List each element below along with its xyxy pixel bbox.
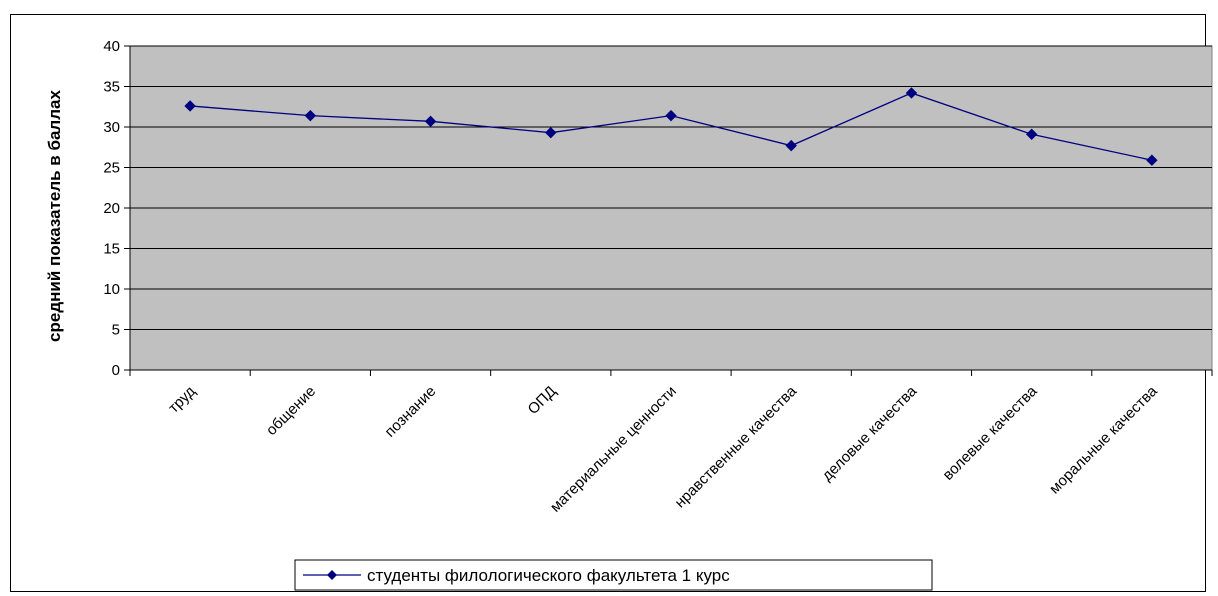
axes xyxy=(124,45,1213,376)
x-tick-label: общение xyxy=(263,383,319,439)
data-point xyxy=(545,126,557,139)
y-tick-label: 15 xyxy=(103,241,120,258)
data-point xyxy=(304,109,317,122)
x-tick-label: ОПД xyxy=(525,383,560,418)
x-tick-label: деловые качества xyxy=(819,382,921,484)
x-tick-label: труд xyxy=(165,383,199,417)
data-point xyxy=(1146,154,1158,166)
x-tick-label: материальные ценности xyxy=(547,383,680,516)
data-point xyxy=(785,139,797,152)
data-points xyxy=(184,87,1158,166)
y-tick-label: 5 xyxy=(112,322,120,339)
legend: студенты филологического факультета 1 ку… xyxy=(294,559,933,591)
x-tick-label: волевые качества xyxy=(940,382,1041,483)
gridlines xyxy=(130,45,1212,330)
data-point xyxy=(665,109,677,122)
x-tick-label: познание xyxy=(382,383,440,441)
legend-entry: студенты филологического факультета 1 ку… xyxy=(367,566,730,585)
y-tick-label: 10 xyxy=(103,281,120,298)
data-point xyxy=(1025,128,1038,140)
legend-box xyxy=(294,559,933,591)
data-point xyxy=(184,100,196,112)
y-tick-label: 35 xyxy=(103,79,120,96)
data-point xyxy=(905,87,918,99)
y-tick-labels: 0 5 10 15 20 25 30 35 40 xyxy=(103,38,120,379)
y-axis-title: средний показатель в баллах xyxy=(45,90,64,342)
data-point xyxy=(424,115,437,128)
y-tick-label: 20 xyxy=(103,200,120,217)
x-tick-label: нравственные качества xyxy=(672,382,801,511)
y-tick-label: 30 xyxy=(103,119,120,136)
y-tick-label: 0 xyxy=(112,362,120,379)
x-tick-label: моральные качества xyxy=(1046,382,1161,497)
legend-marker xyxy=(327,570,337,580)
y-tick-label: 25 xyxy=(103,160,120,177)
y-tick-label: 40 xyxy=(103,38,120,55)
